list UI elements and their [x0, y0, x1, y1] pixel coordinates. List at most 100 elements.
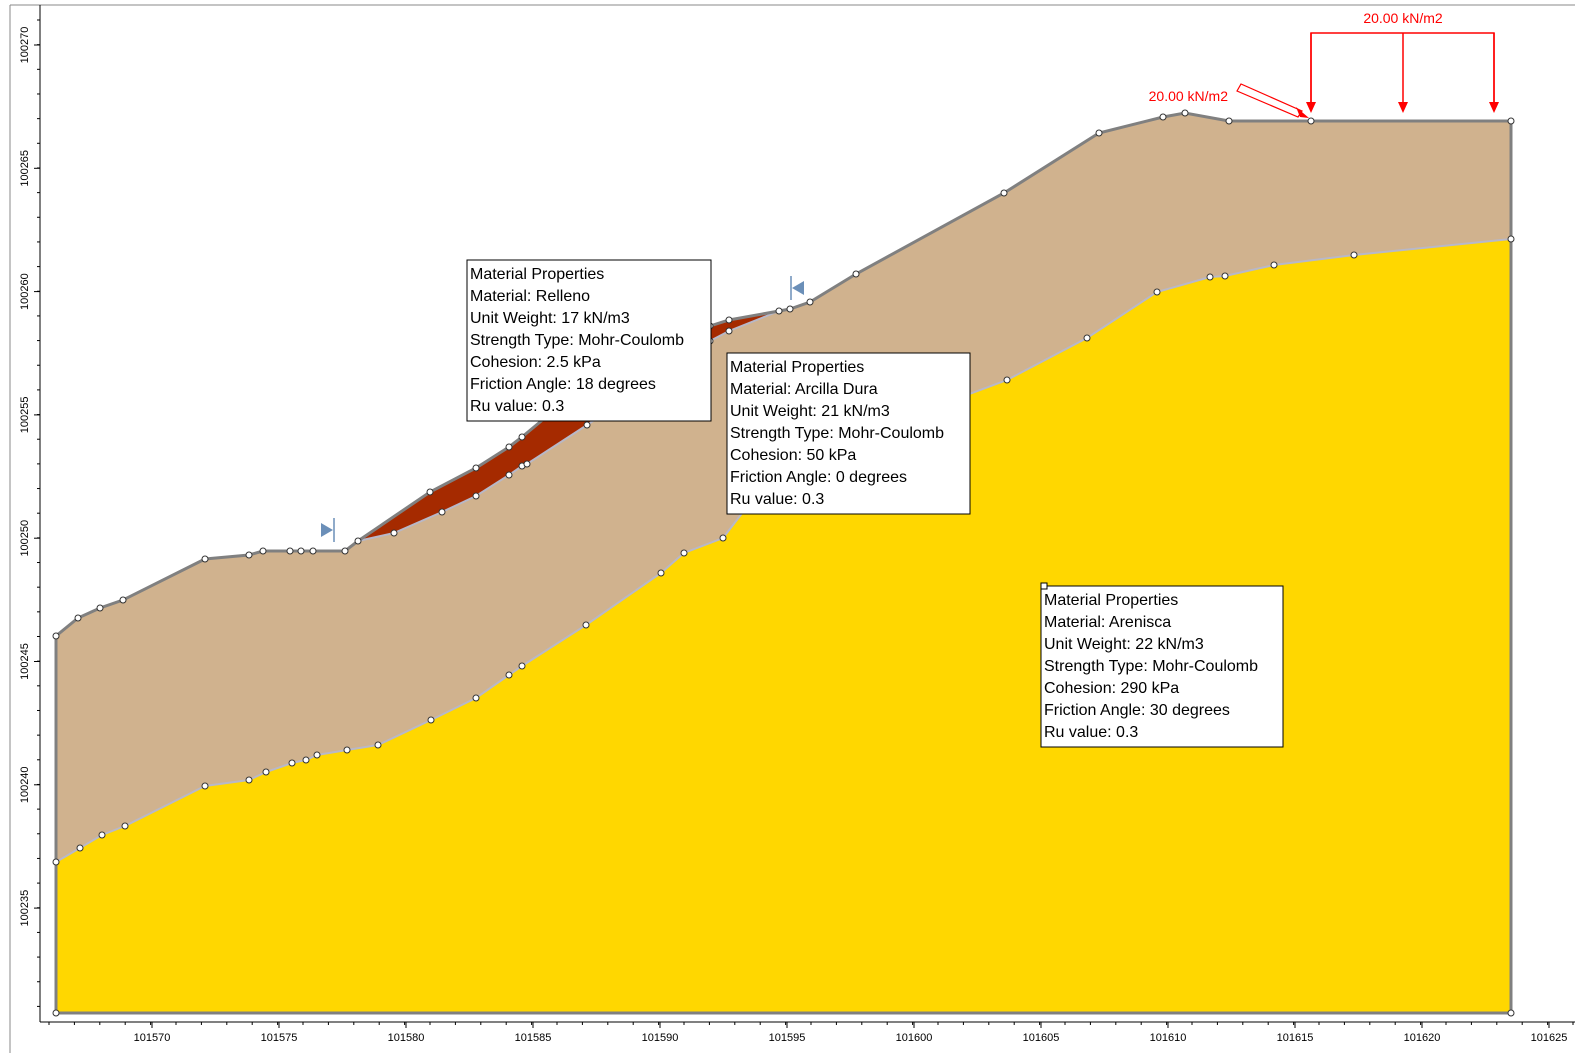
- vertex: [1225, 117, 1233, 125]
- vertex: [1270, 261, 1278, 269]
- vertex: [313, 751, 321, 759]
- vertex: [1159, 113, 1167, 121]
- load-label: 20.00 kN/m2: [1149, 88, 1229, 104]
- vertex: [52, 1009, 60, 1017]
- load-arrowhead: [1398, 102, 1408, 113]
- material-property: Strength Type: Mohr-Coulomb: [470, 332, 684, 349]
- material-heading: Material Properties: [470, 266, 604, 283]
- vertex: [259, 547, 267, 555]
- vertex: [343, 746, 351, 754]
- x-tick-label: 101605: [1023, 1032, 1060, 1044]
- vertex: [98, 831, 106, 839]
- material-box: [466, 259, 712, 422]
- material-property: Cohesion: 2.5 kPa: [470, 354, 601, 371]
- material-property: Material: Arenisca: [1044, 614, 1171, 631]
- vertex: [786, 305, 794, 313]
- vertex: [680, 549, 688, 557]
- y-tick-label: 100265: [19, 150, 31, 187]
- material-property: Friction Angle: 30 degrees: [1044, 702, 1230, 719]
- vertex: [341, 547, 349, 555]
- y-tick-label: 100245: [19, 643, 31, 680]
- vertex: [523, 460, 531, 468]
- vertex: [427, 716, 435, 724]
- vertex: [245, 551, 253, 559]
- vertex: [1000, 189, 1008, 197]
- vertex: [806, 298, 814, 306]
- vertex: [472, 694, 480, 702]
- vertex: [472, 464, 480, 472]
- vertex: [374, 741, 382, 749]
- material-property: Ru value: 0.3: [730, 491, 824, 508]
- material-property: Cohesion: 50 kPa: [730, 447, 856, 464]
- vertex: [725, 327, 733, 335]
- label-anchor: [1040, 582, 1048, 590]
- vertex: [286, 547, 294, 555]
- x-tick-label: 101575: [261, 1032, 298, 1044]
- material-property: Ru value: 0.3: [1044, 724, 1138, 741]
- limit-marker: [792, 281, 804, 295]
- y-tick-label: 100255: [19, 397, 31, 434]
- x-tick-label: 101570: [134, 1032, 171, 1044]
- y-tick-label: 100235: [19, 890, 31, 927]
- relleno-region: [358, 311, 779, 541]
- vertex: [245, 776, 253, 784]
- material-property: Friction Angle: 0 degrees: [730, 469, 907, 486]
- vertex: [52, 858, 60, 866]
- loads: 20.00 kN/m2 20.00 kN/m2: [1149, 10, 1499, 118]
- y-tick-label: 100240: [19, 766, 31, 803]
- material-property: Unit Weight: 17 kN/m3: [470, 310, 630, 327]
- vertex: [1507, 1009, 1515, 1017]
- material-boxes: Material Properties Material: Relleno Unit…: [466, 259, 1284, 748]
- vertex: [1206, 273, 1214, 281]
- axes: 101570 101575 101580 101585 101590 101595 1016…: [19, 19, 1574, 1044]
- material-property: Unit Weight: 22 kN/m3: [1044, 636, 1204, 653]
- material-property: Cohesion: 290 kPa: [1044, 680, 1179, 697]
- y-tick-label: 100260: [19, 273, 31, 310]
- material-box: [726, 352, 971, 515]
- vertex: [852, 270, 860, 278]
- x-tick-label: 101625: [1531, 1032, 1568, 1044]
- vertex: [719, 534, 727, 542]
- material-property: Ru value: 0.3: [470, 398, 564, 415]
- x-tick-label: 101600: [896, 1032, 933, 1044]
- vertex: [354, 537, 362, 545]
- vertex: [74, 614, 82, 622]
- vertex: [505, 671, 513, 679]
- vertex: [1221, 272, 1229, 280]
- arenisca-region: [56, 239, 1511, 1013]
- vertex: [472, 492, 480, 500]
- x-tick-label: 101595: [769, 1032, 806, 1044]
- geometry: [52, 109, 1515, 1017]
- material-heading: Material Properties: [1044, 592, 1178, 609]
- load-arrowhead: [1306, 102, 1316, 113]
- vertex: [426, 488, 434, 496]
- vertex: [390, 529, 398, 537]
- vertex: [518, 662, 526, 670]
- limit-marker: [321, 523, 333, 537]
- vertex: [1083, 334, 1091, 342]
- vertex: [1307, 117, 1315, 125]
- vertex: [438, 508, 446, 516]
- x-tick-label: 101610: [1150, 1032, 1187, 1044]
- material-property: Strength Type: Mohr-Coulomb: [1044, 658, 1258, 675]
- vertex: [725, 316, 733, 324]
- material-property: Unit Weight: 21 kN/m3: [730, 403, 890, 420]
- vertex: [201, 555, 209, 563]
- material-property: Strength Type: Mohr-Coulomb: [730, 425, 944, 442]
- x-tick-label: 101590: [642, 1032, 679, 1044]
- vertex: [302, 756, 310, 764]
- x-tick-label: 101615: [1277, 1032, 1314, 1044]
- vertex: [262, 768, 270, 776]
- vertex: [76, 844, 84, 852]
- material-property: Friction Angle: 18 degrees: [470, 376, 656, 393]
- vertex: [657, 569, 665, 577]
- y-tick-label: 100270: [19, 27, 31, 64]
- vertex: [518, 433, 526, 441]
- vertex: [583, 421, 591, 429]
- vertex: [1153, 288, 1161, 296]
- x-tick-label: 101620: [1404, 1032, 1441, 1044]
- y-tick-label: 100250: [19, 520, 31, 557]
- vertex: [119, 596, 127, 604]
